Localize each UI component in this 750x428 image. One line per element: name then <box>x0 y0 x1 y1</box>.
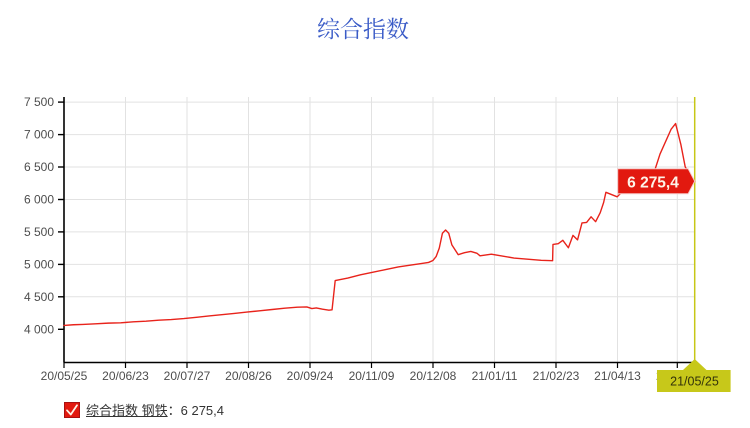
svg-text:4 500: 4 500 <box>24 290 54 304</box>
svg-text:4 000: 4 000 <box>24 323 54 337</box>
svg-text:7 500: 7 500 <box>24 95 54 109</box>
svg-text:20/09/24: 20/09/24 <box>287 369 334 383</box>
svg-text:20/06/23: 20/06/23 <box>102 369 149 383</box>
svg-text:20/05/25: 20/05/25 <box>41 369 88 383</box>
svg-text:6 500: 6 500 <box>24 160 54 174</box>
svg-text:5 500: 5 500 <box>24 225 54 239</box>
svg-text:20/07/27: 20/07/27 <box>164 369 211 383</box>
svg-text:5 000: 5 000 <box>24 258 54 272</box>
svg-text:20/11/09: 20/11/09 <box>349 369 395 383</box>
svg-text:6 275,4: 6 275,4 <box>627 175 679 192</box>
svg-text:21/05/25: 21/05/25 <box>670 375 719 389</box>
svg-text:21/01/11: 21/01/11 <box>472 369 518 383</box>
svg-text:20/08/26: 20/08/26 <box>225 369 272 383</box>
svg-text:6 000: 6 000 <box>24 193 54 207</box>
svg-text:21/04/13: 21/04/13 <box>594 369 641 383</box>
svg-text:21/02/23: 21/02/23 <box>533 369 580 383</box>
svg-text:7 000: 7 000 <box>24 128 54 142</box>
svg-text:20/12/08: 20/12/08 <box>410 369 457 383</box>
